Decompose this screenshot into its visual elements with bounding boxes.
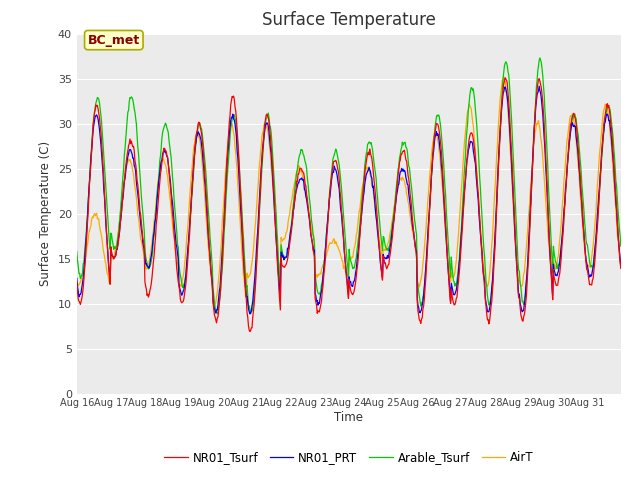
Arable_Tsurf xyxy=(536,55,544,61)
AirT xyxy=(264,132,272,137)
NR01_PRT xyxy=(246,311,253,317)
X-axis label: Time: Time xyxy=(334,411,364,424)
NR01_Tsurf xyxy=(246,329,253,335)
NR01_PRT xyxy=(406,196,413,202)
NR01_PRT xyxy=(137,220,145,226)
NR01_PRT xyxy=(536,84,543,89)
NR01_Tsurf xyxy=(617,265,625,271)
NR01_Tsurf xyxy=(264,115,272,120)
NR01_PRT xyxy=(436,146,444,152)
NR01_Tsurf xyxy=(73,280,81,286)
Line: Arable_Tsurf: Arable_Tsurf xyxy=(77,58,621,314)
Text: BC_met: BC_met xyxy=(88,34,140,47)
AirT xyxy=(436,153,444,159)
Arable_Tsurf xyxy=(264,110,272,116)
Arable_Tsurf xyxy=(285,246,292,252)
NR01_PRT xyxy=(73,276,81,281)
Arable_Tsurf xyxy=(406,165,413,170)
NR01_PRT xyxy=(237,206,244,212)
Line: NR01_Tsurf: NR01_Tsurf xyxy=(77,78,621,332)
Line: AirT: AirT xyxy=(77,77,621,306)
NR01_Tsurf xyxy=(285,247,292,253)
AirT xyxy=(406,208,413,214)
Legend: NR01_Tsurf, NR01_PRT, Arable_Tsurf, AirT: NR01_Tsurf, NR01_PRT, Arable_Tsurf, AirT xyxy=(159,446,538,469)
Line: NR01_PRT: NR01_PRT xyxy=(77,86,621,314)
NR01_Tsurf xyxy=(406,182,413,188)
Arable_Tsurf xyxy=(137,182,145,188)
AirT xyxy=(73,282,81,288)
NR01_Tsurf xyxy=(237,191,244,197)
NR01_Tsurf xyxy=(137,212,145,217)
Arable_Tsurf xyxy=(73,249,81,254)
Arable_Tsurf xyxy=(237,197,245,203)
NR01_PRT xyxy=(264,123,272,129)
NR01_PRT xyxy=(617,265,625,271)
Arable_Tsurf xyxy=(436,118,444,124)
NR01_Tsurf xyxy=(501,75,509,81)
AirT xyxy=(617,260,625,266)
Arable_Tsurf xyxy=(213,311,221,317)
NR01_PRT xyxy=(285,241,292,247)
NR01_Tsurf xyxy=(436,134,444,140)
AirT xyxy=(500,74,508,80)
AirT xyxy=(237,240,245,245)
Arable_Tsurf xyxy=(617,243,625,249)
AirT xyxy=(285,215,292,220)
AirT xyxy=(211,303,218,309)
Title: Surface Temperature: Surface Temperature xyxy=(262,11,436,29)
AirT xyxy=(137,236,145,242)
Y-axis label: Surface Temperature (C): Surface Temperature (C) xyxy=(39,141,52,286)
